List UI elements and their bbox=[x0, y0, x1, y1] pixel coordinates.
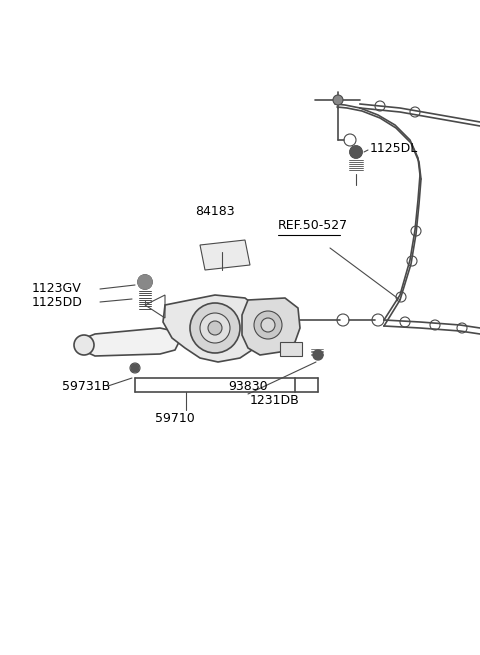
Text: 59710: 59710 bbox=[155, 411, 195, 424]
Polygon shape bbox=[242, 298, 300, 355]
Circle shape bbox=[200, 313, 230, 343]
Text: 59731B: 59731B bbox=[62, 379, 110, 392]
Text: 84183: 84183 bbox=[195, 205, 235, 218]
Circle shape bbox=[74, 335, 94, 355]
Polygon shape bbox=[200, 240, 250, 270]
Text: 1125DL: 1125DL bbox=[370, 141, 418, 155]
Circle shape bbox=[208, 321, 222, 335]
Polygon shape bbox=[163, 295, 262, 362]
Text: 93830: 93830 bbox=[228, 379, 268, 392]
Text: 1125DD: 1125DD bbox=[32, 295, 83, 309]
Text: 1123GV: 1123GV bbox=[32, 282, 82, 295]
Circle shape bbox=[138, 275, 152, 289]
Text: 1231DB: 1231DB bbox=[250, 394, 300, 407]
Bar bbox=[280, 342, 302, 356]
Circle shape bbox=[261, 318, 275, 332]
Circle shape bbox=[313, 350, 323, 360]
Circle shape bbox=[138, 275, 152, 289]
Polygon shape bbox=[80, 328, 180, 356]
Circle shape bbox=[190, 303, 240, 353]
Circle shape bbox=[350, 146, 362, 158]
Circle shape bbox=[254, 311, 282, 339]
Circle shape bbox=[131, 364, 139, 372]
Text: REF.50-527: REF.50-527 bbox=[278, 219, 348, 232]
Circle shape bbox=[333, 95, 343, 105]
